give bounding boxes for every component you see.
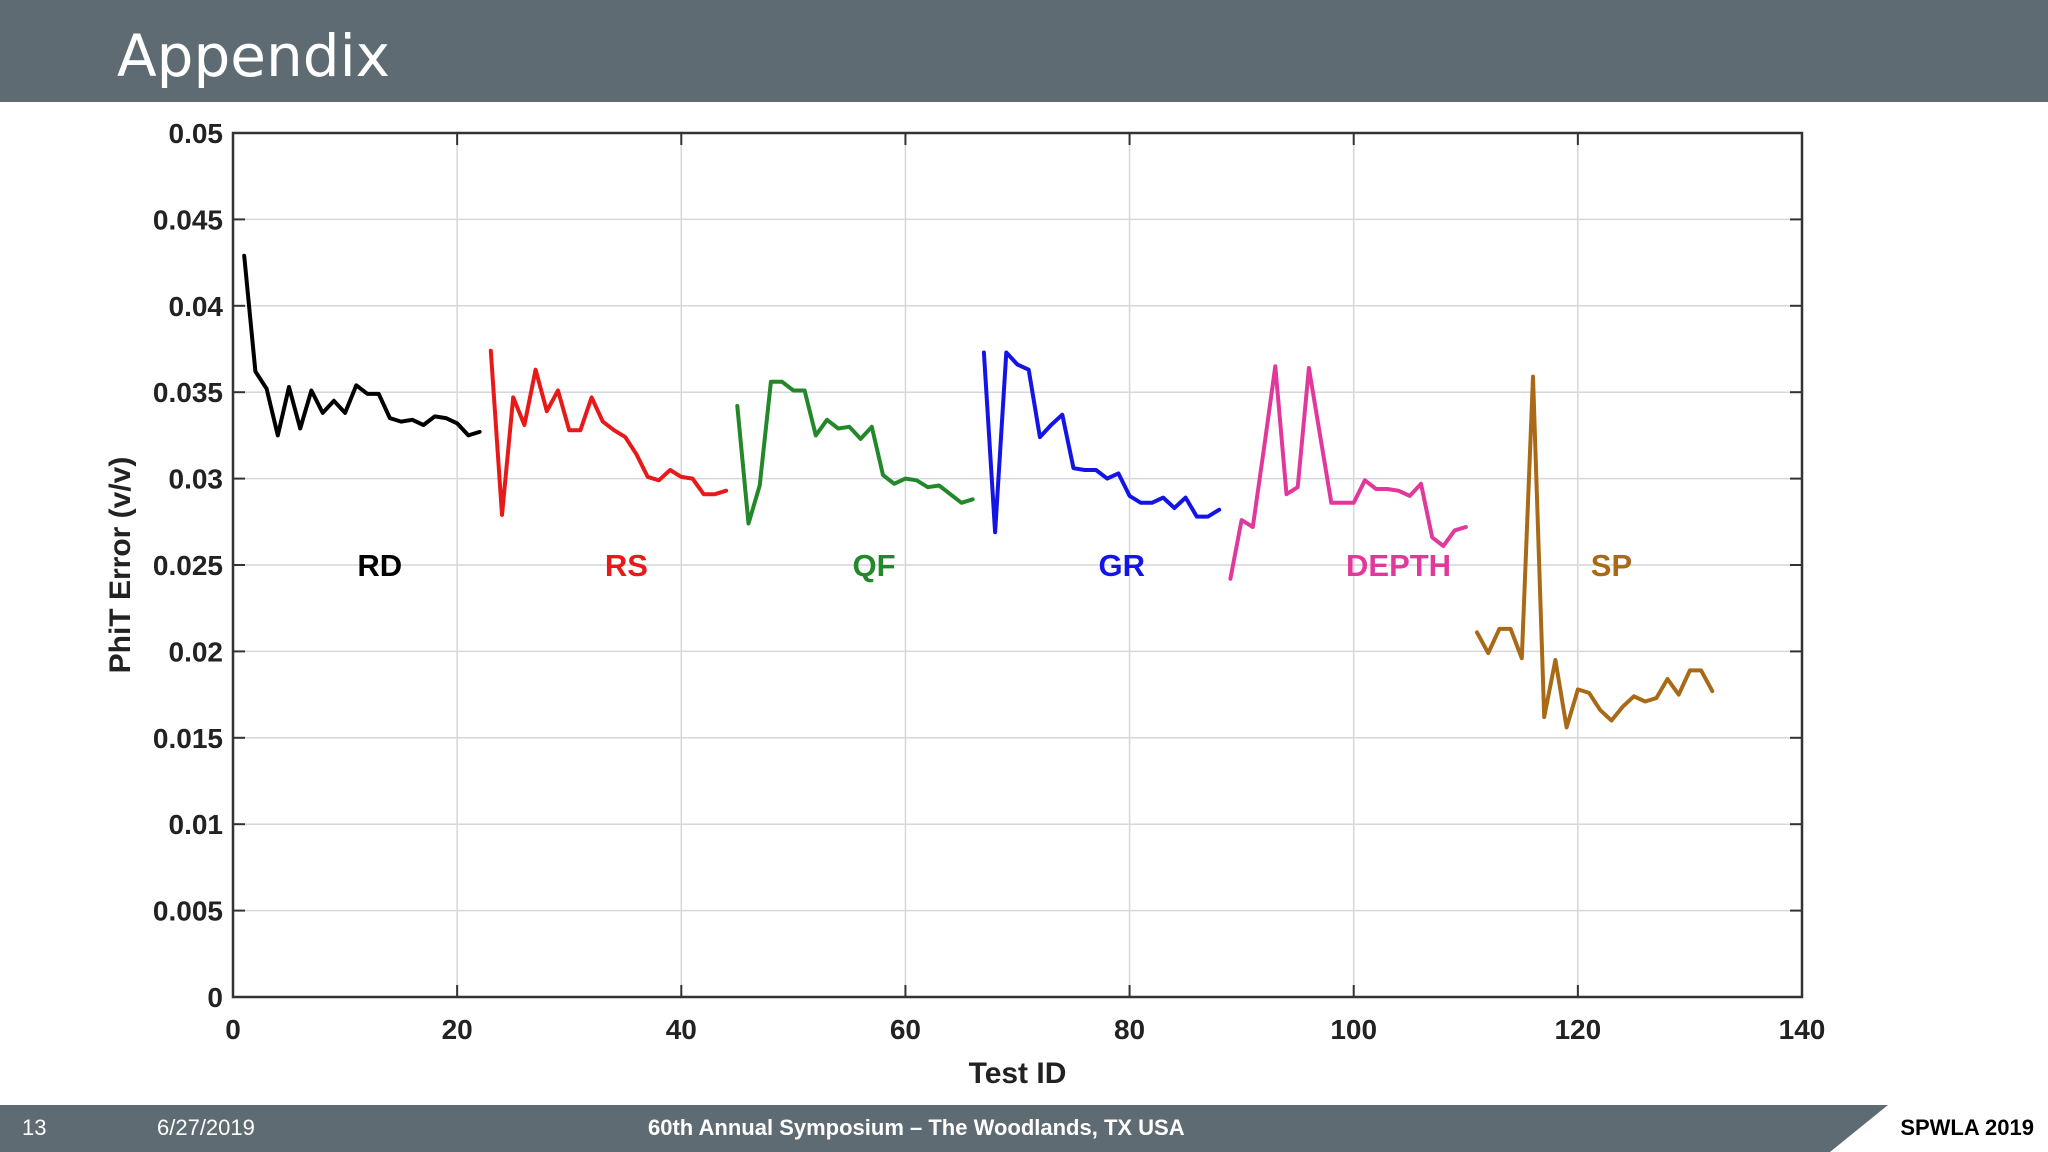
- plot-frame: [231, 131, 1804, 999]
- x-tick-label: 140: [1779, 1014, 1826, 1045]
- y-tick-label: 0.04: [169, 291, 224, 322]
- footer-page-number: 13: [22, 1115, 47, 1140]
- y-tick-label: 0: [207, 982, 223, 1013]
- series-line-depth: [1228, 364, 1468, 581]
- series-label-gr: GR: [1098, 548, 1145, 583]
- footer-event: 60th Annual Symposium – The Woodlands, T…: [648, 1115, 1185, 1140]
- x-axis-label: Test ID: [969, 1057, 1067, 1090]
- y-axis-label: PhiT Error (v/v): [104, 457, 137, 674]
- series-label-sp: SP: [1591, 548, 1632, 583]
- series-line-gr: [981, 350, 1222, 535]
- series-line-rs: [488, 348, 729, 517]
- slide-title: Appendix: [117, 22, 391, 90]
- x-tick-label: 20: [442, 1014, 473, 1045]
- y-tick-label: 0.015: [153, 723, 223, 754]
- y-tick-label: 0.05: [169, 118, 224, 149]
- x-tick-label: 80: [1114, 1014, 1145, 1045]
- x-tick-label: 60: [890, 1014, 921, 1045]
- series-label-depth: DEPTH: [1346, 548, 1451, 583]
- y-tick-label: 0.01: [169, 809, 224, 840]
- footer-brand: SPWLA 2019: [1900, 1115, 2034, 1140]
- y-tick-label: 0.02: [169, 636, 224, 667]
- title-bar: [0, 0, 2048, 102]
- x-tick-label: 100: [1330, 1014, 1377, 1045]
- series-label-rs: RS: [605, 548, 648, 583]
- series-label-rd: RD: [357, 548, 402, 583]
- series-label-qf: QF: [853, 548, 896, 583]
- series-line-qf: [735, 379, 975, 526]
- series-line-rd: [242, 253, 482, 438]
- x-tick-label: 0: [225, 1014, 241, 1045]
- y-tick-label: 0.005: [153, 896, 223, 927]
- y-tick-label: 0.045: [153, 204, 223, 235]
- phit-error-chart: 0 20 40 60 80 100 120 140 0 0.005 0.01 0.015 0.02 0.0…: [104, 118, 1826, 1090]
- x-tick-label: 120: [1554, 1014, 1601, 1045]
- footer-date: 6/27/2019: [157, 1115, 255, 1140]
- y-tick-label: 0.025: [153, 550, 223, 581]
- footer-bar: [0, 1105, 2048, 1152]
- y-tick-label: 0.03: [169, 464, 224, 495]
- x-tick-label: 40: [666, 1014, 697, 1045]
- series-line-sp: [1475, 374, 1715, 730]
- footer-brand-panel: [1830, 1105, 2048, 1152]
- y-tick-label: 0.035: [153, 377, 223, 408]
